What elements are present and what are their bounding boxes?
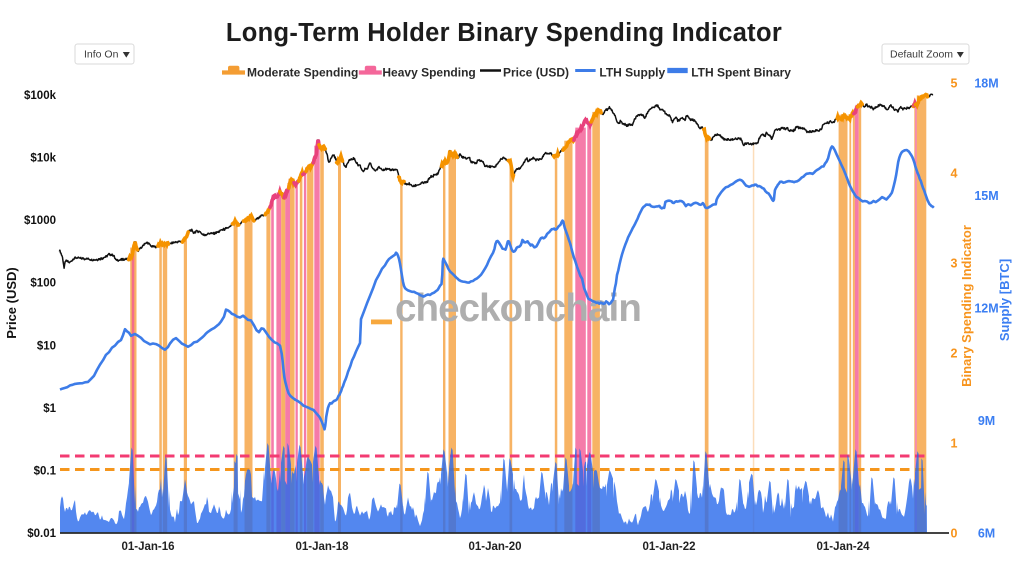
svg-text:01-Jan-18: 01-Jan-18 — [295, 541, 349, 553]
svg-text:Info On: Info On — [84, 49, 119, 61]
svg-text:Heavy Spending: Heavy Spending — [382, 66, 475, 80]
svg-text:3: 3 — [951, 257, 958, 271]
svg-text:$1: $1 — [43, 403, 56, 415]
svg-text:$1000: $1000 — [24, 215, 56, 227]
svg-text:$0.01: $0.01 — [27, 528, 56, 540]
svg-text:01-Jan-20: 01-Jan-20 — [468, 541, 521, 553]
svg-text:Binary Spending Indicator: Binary Spending Indicator — [959, 225, 974, 387]
svg-text:$0.1: $0.1 — [34, 465, 57, 477]
svg-text:1: 1 — [951, 437, 958, 451]
svg-text:checkonchain: checkonchain — [395, 287, 641, 330]
svg-text:Moderate Spending: Moderate Spending — [247, 66, 358, 80]
svg-text:5: 5 — [951, 77, 958, 91]
svg-text:9M: 9M — [978, 414, 995, 428]
svg-text:4: 4 — [951, 167, 958, 181]
svg-text:$100: $100 — [30, 278, 56, 290]
svg-text:2: 2 — [951, 347, 958, 361]
svg-text:$100k: $100k — [24, 90, 57, 102]
svg-text:Price (USD): Price (USD) — [4, 267, 19, 339]
svg-text:LTH Spent Binary: LTH Spent Binary — [691, 66, 791, 80]
svg-text:6M: 6M — [978, 527, 995, 541]
svg-text:Price (USD): Price (USD) — [503, 66, 569, 80]
svg-text:0: 0 — [951, 527, 958, 541]
svg-text:Supply [BTC]: Supply [BTC] — [997, 259, 1012, 341]
svg-text:15M: 15M — [974, 189, 998, 203]
svg-text:12M: 12M — [974, 302, 998, 316]
svg-text:Long-Term Holder Binary Spendi: Long-Term Holder Binary Spending Indicat… — [226, 19, 782, 47]
svg-text:LTH Supply: LTH Supply — [599, 66, 665, 80]
svg-text:$10k: $10k — [30, 153, 56, 165]
svg-text:01-Jan-24: 01-Jan-24 — [816, 541, 870, 553]
svg-text:18M: 18M — [974, 77, 998, 91]
svg-text:01-Jan-16: 01-Jan-16 — [121, 541, 174, 553]
svg-text:01-Jan-22: 01-Jan-22 — [642, 541, 695, 553]
svg-text:$10: $10 — [37, 340, 56, 352]
svg-text:Default Zoom: Default Zoom — [890, 49, 953, 61]
